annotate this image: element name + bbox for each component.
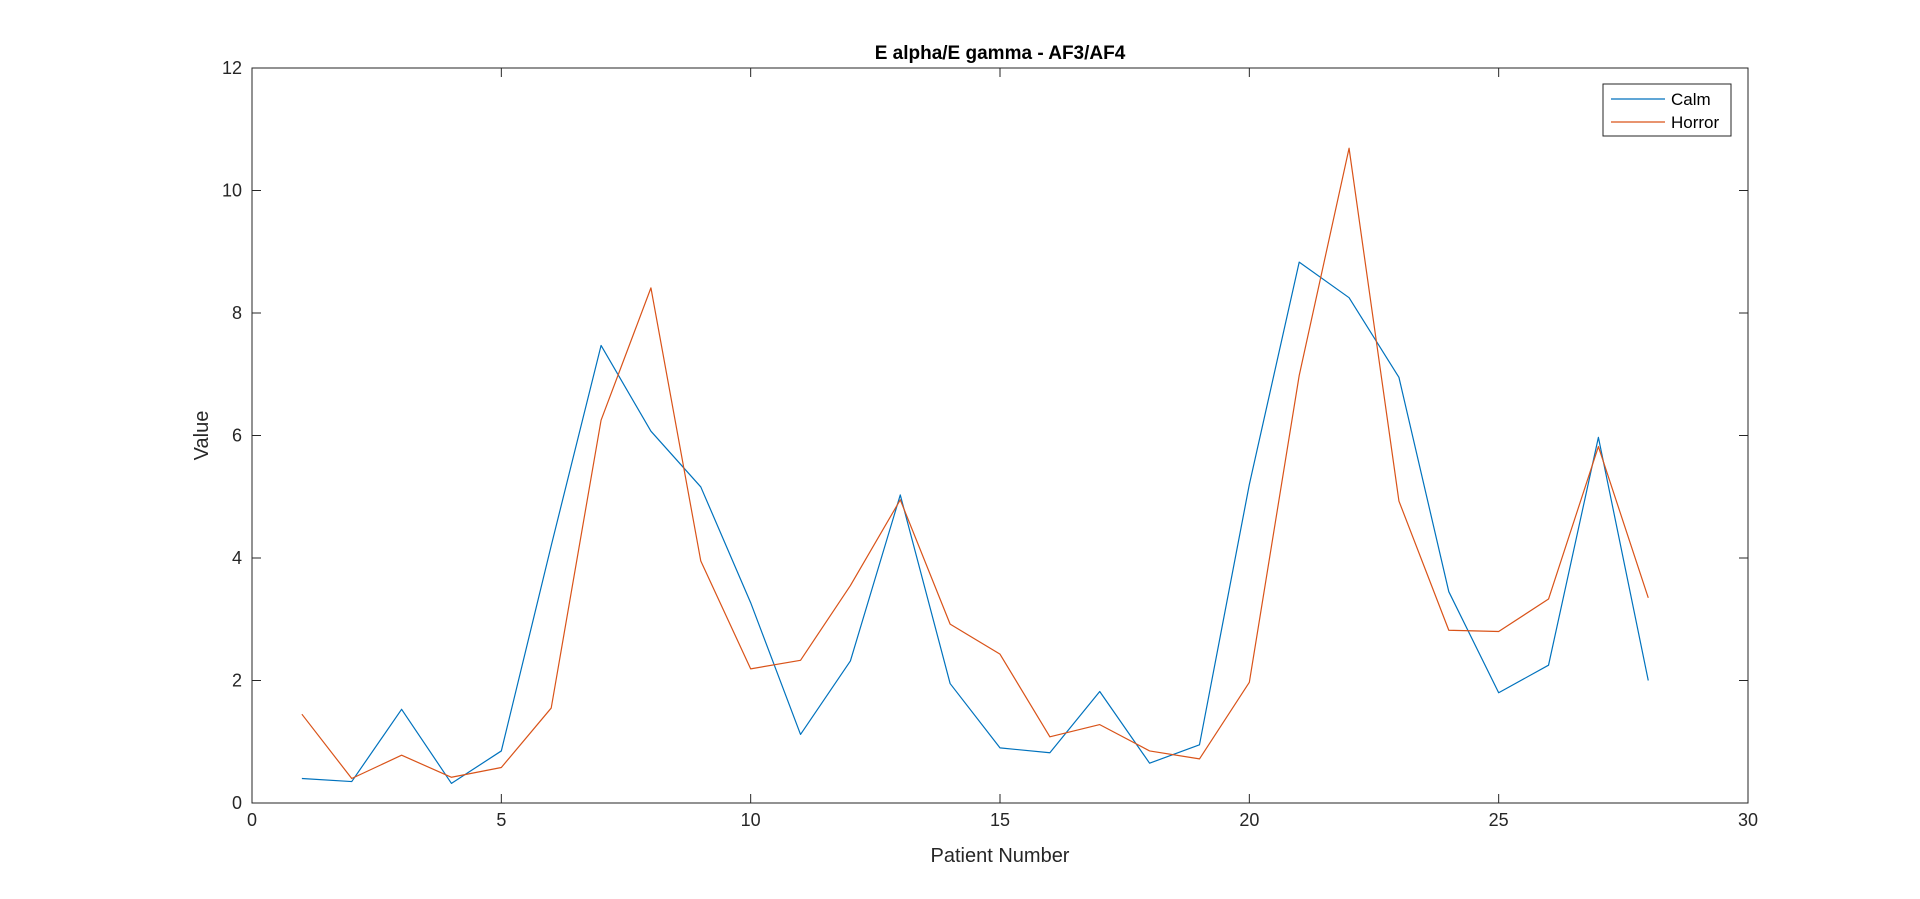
chart-title: E alpha/E gamma - AF3/AF4 xyxy=(875,43,1126,64)
series-line-calm xyxy=(301,261,1649,785)
axis-tick-labels: 0 5 10 15 20 25 30 0 2 4 6 8 10 12 xyxy=(222,58,1758,830)
y-tick-label: 12 xyxy=(222,58,242,78)
axes-box xyxy=(252,68,1748,803)
y-tick-label: 10 xyxy=(222,181,242,201)
legend: Calm Horror xyxy=(1602,83,1732,137)
plot-area xyxy=(251,67,1749,804)
x-tick-label: 25 xyxy=(1489,810,1509,830)
x-tick-label: 20 xyxy=(1239,810,1259,830)
y-tick-label: 6 xyxy=(232,426,242,446)
legend-label-calm: Calm xyxy=(1671,90,1711,109)
y-tick-label: 4 xyxy=(232,548,242,568)
x-tick-label: 30 xyxy=(1738,810,1758,830)
x-tick-label: 5 xyxy=(496,810,506,830)
x-tick-label: 10 xyxy=(741,810,761,830)
y-axis-label: Value xyxy=(191,411,213,461)
y-tick-label: 2 xyxy=(232,671,242,691)
series-lines xyxy=(301,147,1649,785)
legend-label-horror: Horror xyxy=(1671,113,1720,132)
axes-frame xyxy=(251,67,1749,804)
x-axis-label: Patient Number xyxy=(931,845,1070,867)
x-tick-label: 0 xyxy=(247,810,257,830)
legend-box xyxy=(1602,83,1732,137)
series-line-horror xyxy=(301,147,1649,780)
y-tick-label: 0 xyxy=(232,793,242,813)
x-tick-label: 15 xyxy=(990,810,1010,830)
y-tick-label: 8 xyxy=(232,303,242,323)
